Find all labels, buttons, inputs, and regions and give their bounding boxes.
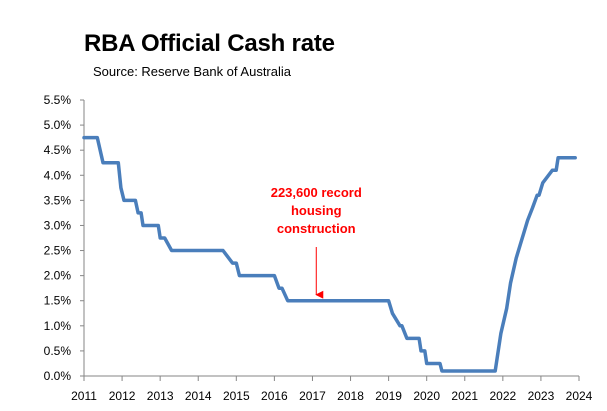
x-tick-label: 2012: [109, 389, 136, 403]
y-tick-label: 5.0%: [44, 118, 72, 132]
x-tick-label: 2022: [489, 389, 516, 403]
y-tick-label: 4.0%: [44, 168, 72, 182]
tick-labels-group: 0.0% 0.5% 1.0% 1.5% 2.0% 2.5% 3.0% 3.5% 4.0% 4.5%…: [44, 93, 593, 403]
annotation-text: housing: [291, 203, 342, 218]
x-tick-label: 2018: [337, 389, 364, 403]
chart-subtitle: Source: Reserve Bank of Australia: [93, 64, 291, 79]
x-tick-label: 2021: [451, 389, 478, 403]
annotation-text: 223,600 record: [271, 185, 362, 200]
y-tick-label: 1.5%: [44, 294, 72, 308]
cash-rate-line: [82, 135, 577, 373]
x-tick-label: 2017: [299, 389, 326, 403]
series-group: [82, 135, 577, 373]
annotation-text: construction: [277, 221, 356, 236]
x-tick-label: 2019: [375, 389, 402, 403]
annotation-group: 223,600 record housing construction: [271, 185, 362, 299]
y-tick-label: 2.0%: [44, 269, 72, 283]
x-tick-label: 2020: [413, 389, 440, 403]
x-tick-label: 2013: [147, 389, 174, 403]
x-tick-label: 2011: [71, 389, 97, 403]
y-tick-label: 2.5%: [44, 244, 72, 258]
x-tick-label: 2023: [528, 389, 555, 403]
y-tick-label: 5.5%: [44, 93, 72, 107]
x-tick-label: 2024: [566, 389, 593, 403]
y-tick-label: 0.0%: [44, 369, 72, 383]
axes-group: [80, 99, 580, 381]
chart-title: RBA Official Cash rate: [84, 30, 335, 57]
y-tick-label: 4.5%: [44, 143, 72, 157]
x-tick-label: 2016: [261, 389, 288, 403]
y-tick-label: 0.5%: [44, 344, 72, 358]
x-tick-label: 2014: [185, 389, 212, 403]
y-tick-label: 3.0%: [44, 218, 72, 232]
y-tick-label: 3.5%: [44, 193, 72, 207]
y-tick-label: 1.0%: [44, 319, 72, 333]
x-tick-label: 2015: [223, 389, 250, 403]
